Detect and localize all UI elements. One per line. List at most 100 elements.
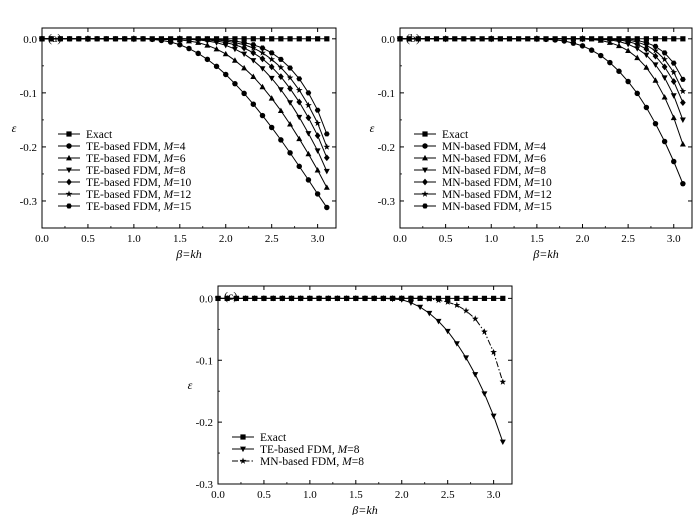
data-point xyxy=(287,65,293,71)
data-point xyxy=(167,39,174,45)
data-point xyxy=(616,42,622,49)
data-point xyxy=(315,36,321,42)
data-point xyxy=(662,36,668,42)
x-tick-label: 3.0 xyxy=(487,489,501,501)
data-point xyxy=(278,36,284,42)
data-point xyxy=(661,50,668,56)
data-point xyxy=(634,46,641,52)
legend-label: MN-based FDM, M=4 xyxy=(442,141,546,153)
data-point xyxy=(425,295,433,302)
data-point xyxy=(652,47,659,54)
data-point xyxy=(297,294,305,302)
data-point xyxy=(643,52,650,59)
data-point xyxy=(287,121,294,127)
data-point xyxy=(462,307,470,314)
data-point xyxy=(661,75,668,81)
series-line xyxy=(218,297,504,383)
series-line xyxy=(400,38,684,121)
data-point xyxy=(268,55,276,63)
data-point xyxy=(643,36,649,42)
data-point xyxy=(314,132,321,139)
data-point xyxy=(232,38,238,44)
data-point xyxy=(361,294,369,302)
data-point xyxy=(417,304,424,311)
data-point xyxy=(259,36,266,42)
data-point xyxy=(500,295,506,301)
data-point xyxy=(579,43,586,49)
y-tick-label: -0.2 xyxy=(378,142,395,154)
data-point xyxy=(323,184,330,190)
data-point xyxy=(176,36,183,42)
data-point xyxy=(324,204,330,211)
data-point xyxy=(488,36,495,42)
data-point xyxy=(680,36,686,42)
data-point xyxy=(397,36,403,42)
series-line xyxy=(400,38,684,103)
legend-marker xyxy=(421,190,429,197)
series-line xyxy=(42,38,328,158)
data-point xyxy=(643,104,650,111)
data-point xyxy=(671,36,677,42)
plot-frame xyxy=(217,285,513,485)
data-point xyxy=(643,40,650,46)
legend-marker xyxy=(240,446,246,453)
legend-label: MN-based FDM, M=8 xyxy=(442,165,546,177)
data-point xyxy=(670,93,677,99)
legend-label: MN-based FDM, M=12 xyxy=(442,189,552,201)
x-axis-label: β=kh xyxy=(351,503,377,515)
y-tick-label: -0.2 xyxy=(196,417,213,429)
data-point xyxy=(445,295,451,301)
data-point xyxy=(323,131,330,137)
data-point xyxy=(269,294,277,302)
data-point xyxy=(222,50,229,57)
data-point xyxy=(305,150,312,157)
y-tick-label: -0.1 xyxy=(196,355,213,367)
data-point xyxy=(259,55,266,63)
data-point xyxy=(250,58,257,64)
data-point xyxy=(453,341,460,347)
y-tick-label: 0.0 xyxy=(381,34,395,46)
data-point xyxy=(499,378,507,385)
data-point xyxy=(268,95,275,101)
data-point xyxy=(661,55,668,63)
data-point xyxy=(296,135,303,142)
data-point xyxy=(223,71,229,78)
data-point xyxy=(269,36,275,42)
data-point xyxy=(481,295,488,301)
series-4 xyxy=(397,36,686,124)
legend-marker xyxy=(66,154,72,161)
data-point xyxy=(296,36,302,42)
legend-marker xyxy=(422,167,428,174)
data-point xyxy=(251,294,259,302)
data-point xyxy=(435,318,442,325)
chart-panel-2: 0.0 0.5 1.0 1.5 2.0 2.5 3.0 0.0 -0.1 -0.2 -0.3 β=kh… xyxy=(370,27,693,261)
legend-label: TE-based FDM, M=12 xyxy=(86,189,191,201)
data-point xyxy=(570,40,577,46)
data-point xyxy=(286,74,294,81)
data-point xyxy=(597,37,604,43)
legend-label: TE-based FDM, M=8 xyxy=(260,444,360,456)
data-point xyxy=(314,191,321,197)
data-point xyxy=(481,391,488,397)
x-tick-label: 0.0 xyxy=(211,489,225,501)
y-tick-label: 0.0 xyxy=(23,34,37,46)
data-point xyxy=(277,107,284,114)
x-tick-label: 0.5 xyxy=(257,489,271,501)
data-point xyxy=(661,94,668,100)
data-point xyxy=(625,78,631,85)
x-tick-label: 1.0 xyxy=(484,233,498,245)
data-point xyxy=(250,101,257,107)
data-point xyxy=(671,158,677,165)
data-point xyxy=(277,87,284,93)
data-point xyxy=(314,148,321,154)
data-point xyxy=(616,68,622,74)
x-tick-label: 3.0 xyxy=(311,233,325,245)
data-point xyxy=(287,150,293,156)
data-point xyxy=(278,294,286,302)
data-point xyxy=(324,36,330,42)
x-tick-label: 1.0 xyxy=(303,489,317,501)
data-point xyxy=(223,294,231,302)
data-point xyxy=(278,137,284,143)
x-tick-label: 1.5 xyxy=(349,489,363,501)
legend-label: TE-based FDM, M=15 xyxy=(86,201,191,213)
